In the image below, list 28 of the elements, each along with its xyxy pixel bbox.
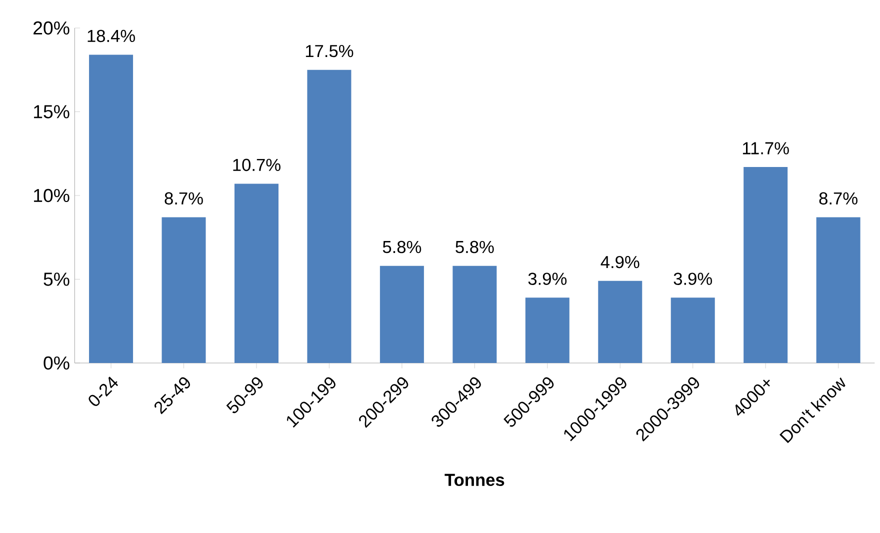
data-label: 11.7%: [742, 142, 789, 154]
data-label: 8.7%: [819, 192, 858, 205]
bar: [307, 70, 352, 363]
data-label: 10.7%: [233, 158, 280, 172]
data-label: 8.7%: [164, 192, 203, 205]
bar: [525, 298, 570, 363]
y-tick-label: 5%: [44, 272, 70, 286]
bar: [670, 298, 715, 363]
bar: [744, 167, 788, 363]
bar: [234, 184, 278, 363]
y-tick-label: 0%: [44, 356, 70, 370]
data-label: 4.9%: [600, 256, 640, 268]
bar: [380, 266, 424, 363]
data-label: 5.8%: [456, 240, 494, 254]
bar: [162, 217, 206, 363]
y-tick-label: 20%: [34, 21, 70, 35]
data-label: 17.5%: [306, 44, 354, 58]
data-label: 5.8%: [382, 240, 422, 254]
data-label: 18.4%: [88, 30, 135, 42]
y-tick-label: 10%: [34, 188, 70, 202]
data-label: 3.9%: [528, 272, 567, 285]
x-axis-title: Tonnes: [444, 474, 504, 486]
bar: [598, 280, 642, 363]
bar: [452, 266, 497, 363]
bar: [816, 217, 860, 363]
bar: [89, 54, 134, 363]
y-tick-label: 15%: [34, 105, 70, 118]
data-label: 3.9%: [674, 272, 712, 285]
